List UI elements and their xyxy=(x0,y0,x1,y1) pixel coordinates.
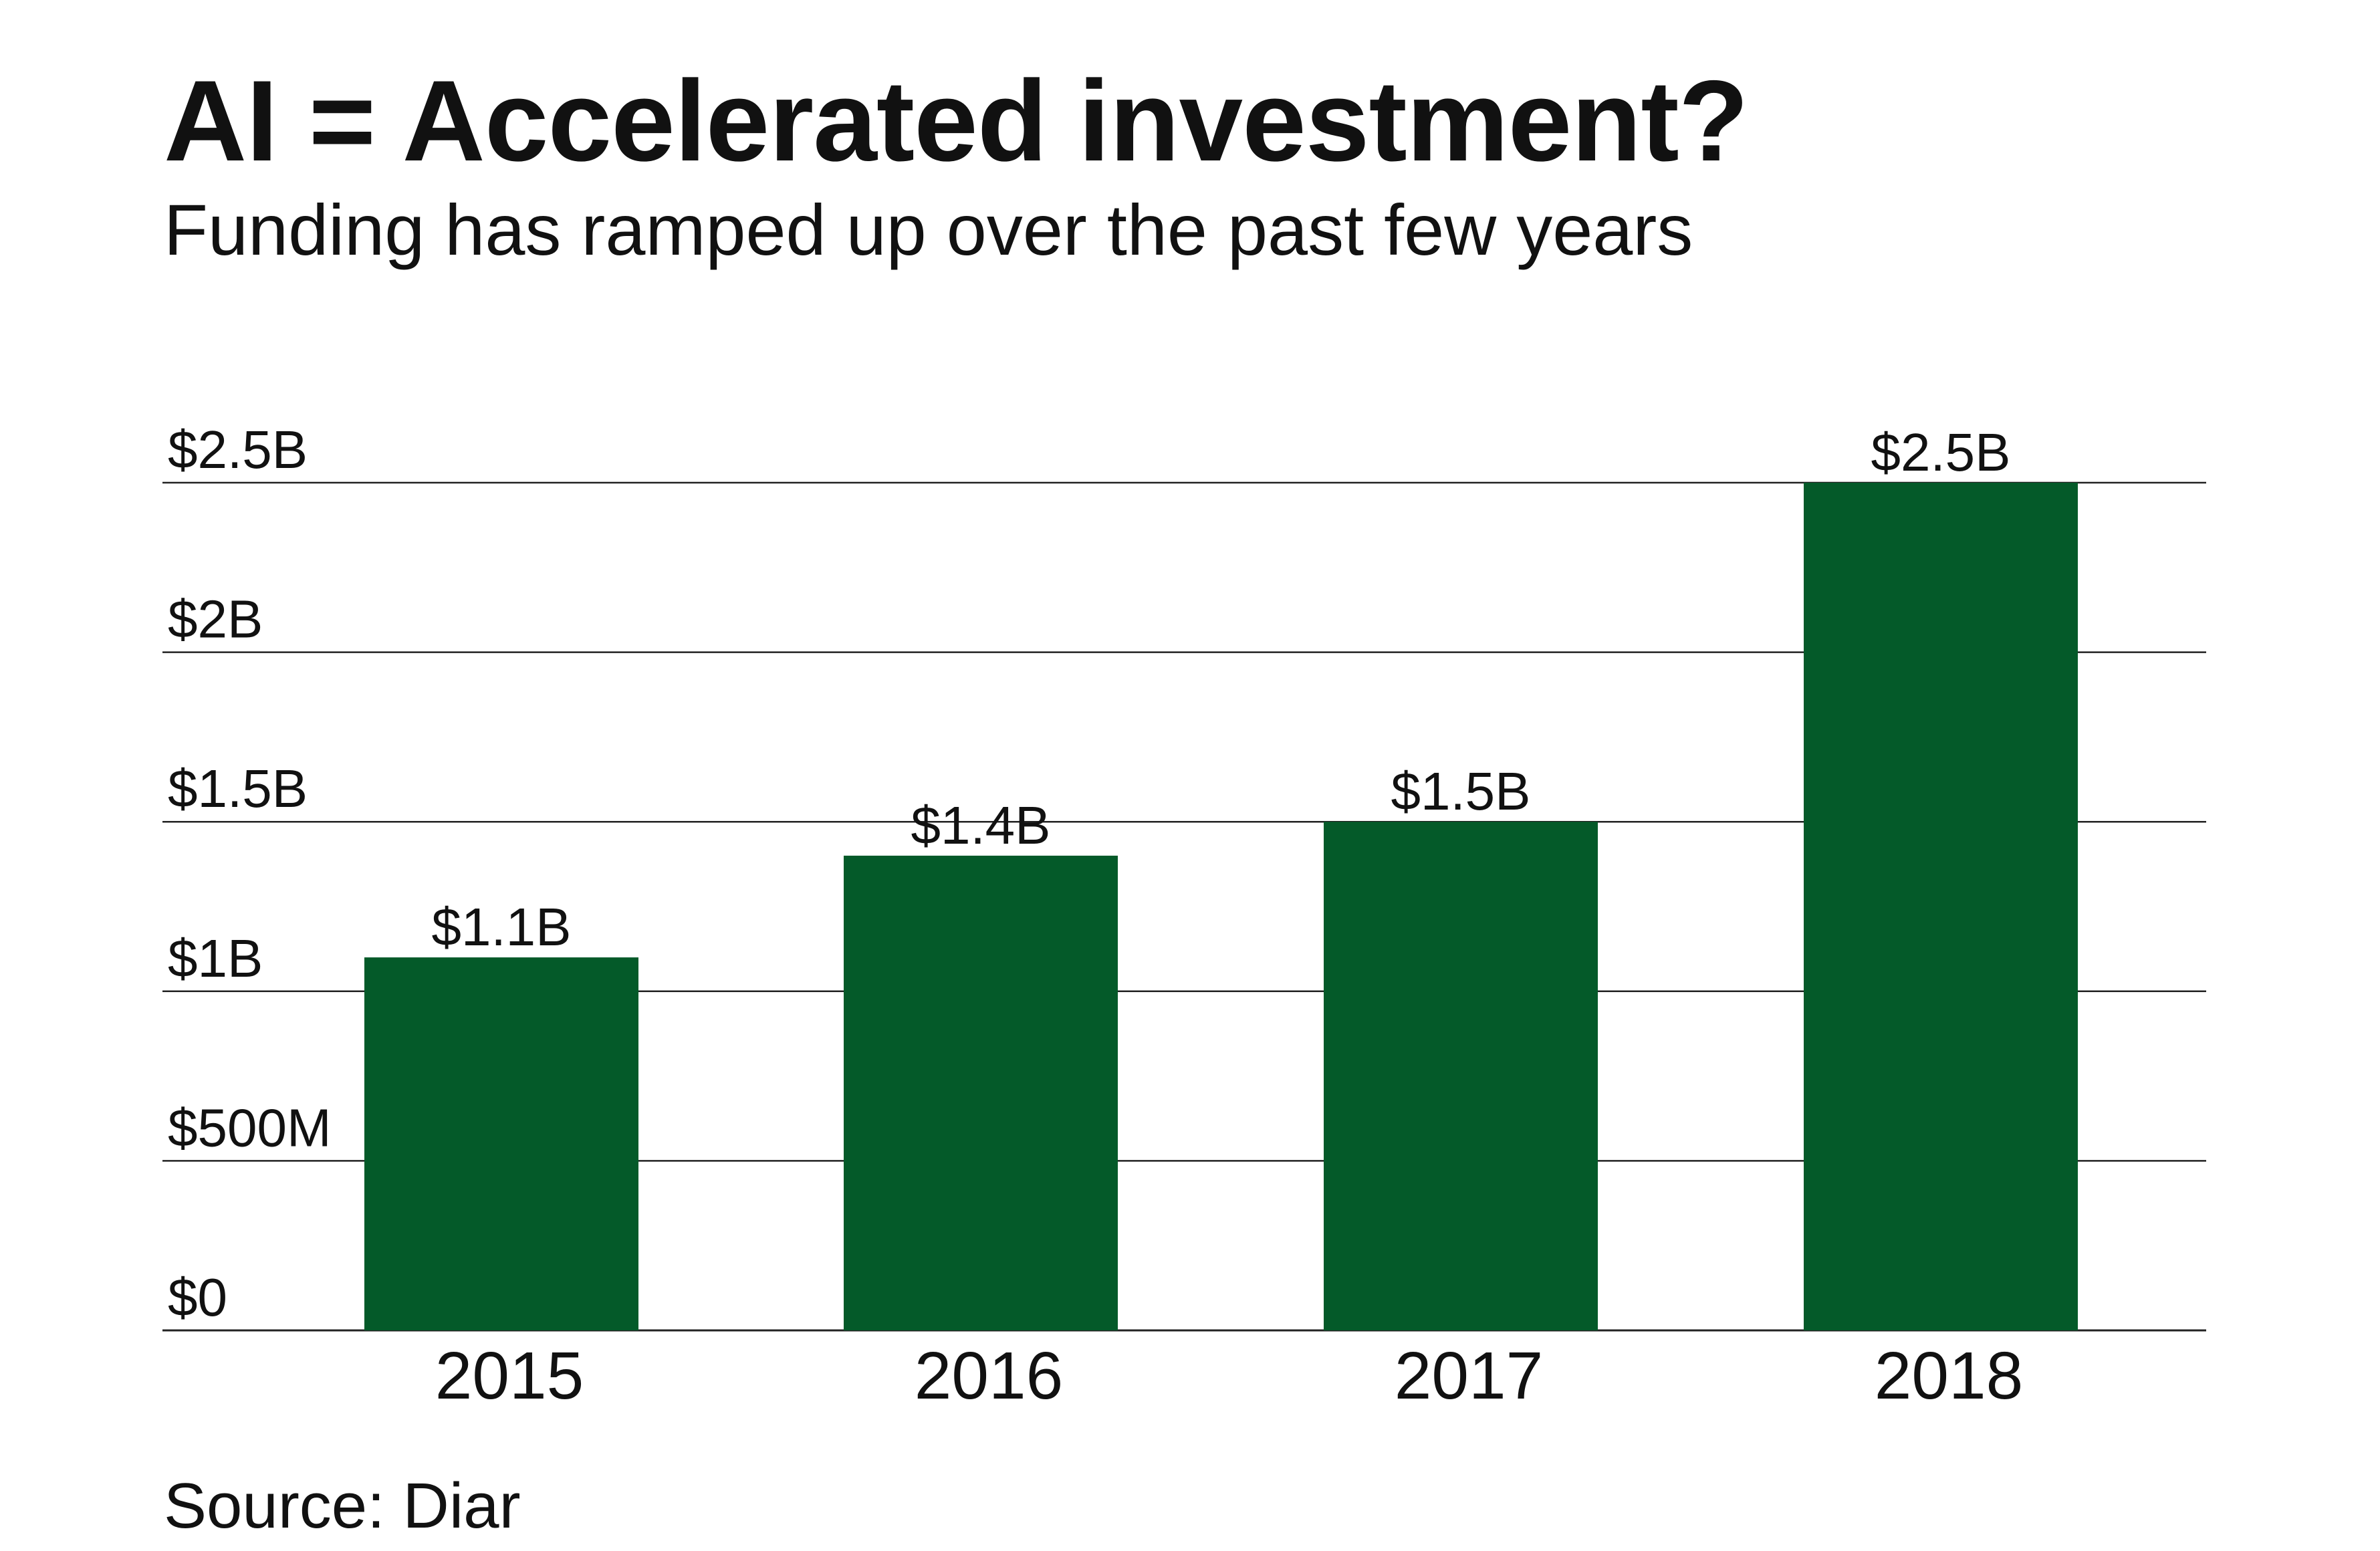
y-tick-label: $2.5B xyxy=(168,420,308,479)
y-axis-ticks: $0 $500M $1B $1.5B $2B $2.5B xyxy=(168,420,332,1327)
data-label: $1.4B xyxy=(911,796,1050,855)
x-tick-label: 2018 xyxy=(1875,1338,2023,1413)
bar xyxy=(844,855,1118,1330)
chart-subtitle: Funding has ramped up over the past few … xyxy=(164,189,1693,270)
bar xyxy=(1324,822,1598,1330)
data-label: $1.1B xyxy=(431,897,571,957)
data-label: $2.5B xyxy=(1871,423,2010,482)
chart-title: AI = Accelerated investment? xyxy=(164,57,1749,185)
x-tick-label: 2017 xyxy=(1395,1338,1543,1413)
data-label: $1.5B xyxy=(1391,761,1530,821)
x-tick-label: 2016 xyxy=(915,1338,1063,1413)
source-note: Source: Diar xyxy=(164,1470,521,1542)
bars xyxy=(364,483,2078,1330)
y-tick-label: $1B xyxy=(168,929,263,988)
data-labels: $1.1B $1.4B $1.5B $2.5B xyxy=(431,423,2010,957)
y-tick-label: $0 xyxy=(168,1268,227,1327)
bar xyxy=(364,957,638,1330)
x-tick-label: 2015 xyxy=(435,1338,584,1413)
y-tick-label: $2B xyxy=(168,590,263,649)
x-axis-categories: 2015 2016 2017 2018 xyxy=(435,1338,2023,1413)
bar xyxy=(1804,483,2078,1330)
y-tick-label: $500M xyxy=(168,1098,332,1157)
y-tick-label: $1.5B xyxy=(168,759,308,818)
